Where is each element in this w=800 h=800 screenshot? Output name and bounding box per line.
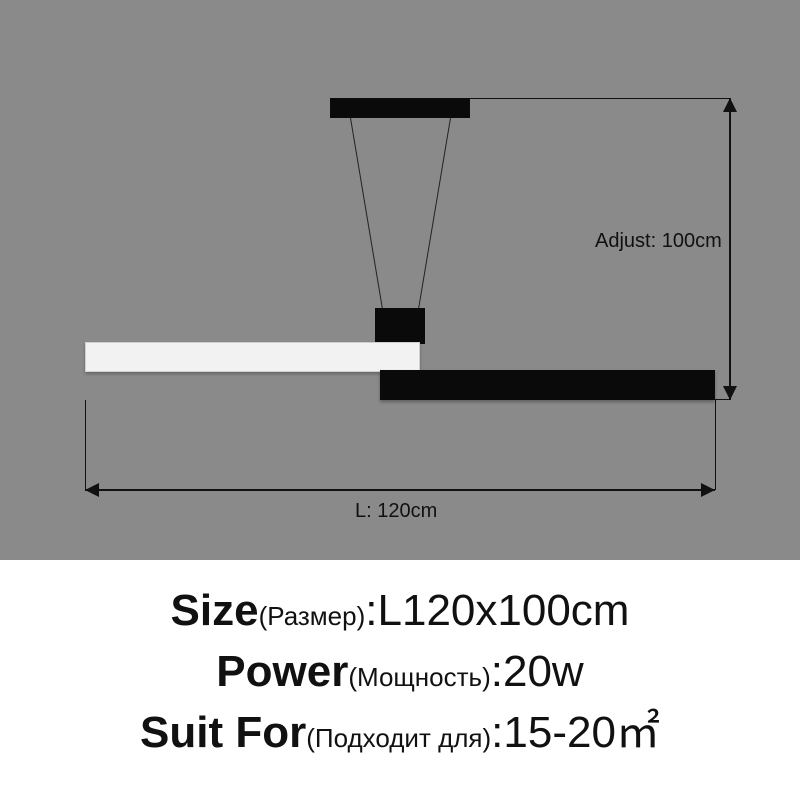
spec-value: 20w <box>503 646 584 699</box>
height-dim-tick-top <box>470 98 730 99</box>
spec-colon: : <box>491 707 503 760</box>
product-diagram: L: 120cm Adjust: 100cm <box>0 0 800 560</box>
width-dim-arrow-right <box>701 483 715 497</box>
spec-sub: (Подходит для) <box>306 723 491 754</box>
width-dim-arrow-left <box>85 483 99 497</box>
product-specs: Size (Размер) : L120x100cm Power (Мощнос… <box>0 560 800 759</box>
lamp-bar-black <box>380 370 715 400</box>
ceiling-mount <box>330 98 470 118</box>
spec-value: L120x100cm <box>378 585 630 638</box>
spec-row-power: Power (Мощность) : 20w <box>40 646 760 699</box>
height-dim-arrow-up <box>723 98 737 112</box>
spec-colon: : <box>491 646 503 699</box>
width-dim-label: L: 120cm <box>355 500 437 523</box>
spec-value: 15-20㎡ <box>503 707 660 760</box>
suspension-wire-left <box>350 118 383 310</box>
width-dim-tick-left <box>85 400 86 490</box>
spec-sub: (Размер) <box>259 601 366 632</box>
spec-key: Suit For <box>140 707 306 760</box>
junction-box <box>375 308 425 344</box>
spec-row-size: Size (Размер) : L120x100cm <box>40 585 760 638</box>
spec-row-suitfor: Suit For (Подходит для) : 15-20㎡ <box>40 707 760 760</box>
width-dim-tick-right <box>715 400 716 490</box>
spec-key: Size <box>171 585 259 638</box>
height-dim-label: Adjust: 100cm <box>595 230 722 253</box>
spec-key: Power <box>216 646 348 699</box>
spec-colon: : <box>365 585 377 638</box>
height-dim-arrow-down <box>723 386 737 400</box>
height-dim-line <box>729 98 731 400</box>
width-dim-line <box>85 489 715 491</box>
spec-sub: (Мощность) <box>348 662 490 693</box>
lamp-bar-white <box>85 342 420 372</box>
suspension-wire-right <box>418 118 451 310</box>
